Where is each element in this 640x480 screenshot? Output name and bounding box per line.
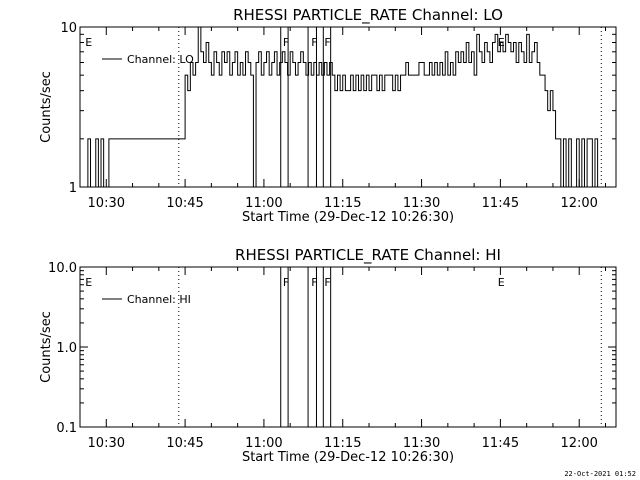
y-tick-label: 1 [69, 181, 77, 196]
x-tick-label: 11:45 [482, 196, 519, 211]
x-tick-label: 11:30 [403, 436, 440, 451]
x-axis-label: Start Time (29-Dec-12 10:26:30) [242, 210, 454, 225]
x-tick-label: 12:00 [560, 196, 597, 211]
plot-frame [79, 266, 617, 428]
marker-label: E [85, 36, 92, 49]
y-tick-label: 10 [60, 21, 77, 36]
legend: Channel: HI [102, 293, 191, 306]
marker-label: F [324, 276, 330, 289]
y-tick-label: 0.1 [56, 421, 77, 436]
marker-label: F [311, 36, 317, 49]
x-tick-label: 11:30 [403, 196, 440, 211]
x-tick-label: 11:15 [324, 436, 361, 451]
marker-label: F [311, 276, 317, 289]
y-axis-label: Counts/sec [39, 71, 54, 143]
chart-title: RHESSI PARTICLE_RATE Channel: HI [235, 246, 501, 265]
x-tick-label: 10:30 [88, 436, 125, 451]
plot-timestamp: 22-Oct-2021 01:52 [564, 470, 636, 478]
legend-entry: Channel: HI [127, 293, 191, 306]
marker-label: E [498, 276, 505, 289]
series-line [85, 26, 603, 188]
chart-panel-2: RHESSI PARTICLE_RATE Channel: HI 10:30 10:… [39, 246, 617, 465]
x-tick-label: 12:00 [560, 436, 597, 451]
x-tick-label: 11:00 [245, 196, 282, 211]
marker-label: F [324, 36, 330, 49]
chart-title: RHESSI PARTICLE_RATE Channel: LO [233, 6, 503, 25]
legend-entry: Channel: LO [127, 53, 194, 66]
marker-label: E [85, 276, 92, 289]
y-tick-label: 1.0 [56, 341, 77, 356]
legend: Channel: LO [102, 53, 194, 66]
y-tick-label: 10.0 [48, 261, 77, 276]
marker-label: F [283, 276, 289, 289]
x-tick-label: 11:15 [324, 196, 361, 211]
x-tick-label: 10:45 [166, 436, 203, 451]
y-axis-label: Counts/sec [39, 311, 54, 383]
x-tick-label: 10:30 [88, 196, 125, 211]
x-axis-label: Start Time (29-Dec-12 10:26:30) [242, 450, 454, 465]
x-tick-label: 11:45 [482, 436, 519, 451]
x-tick-label: 11:00 [245, 436, 282, 451]
plot-frame [79, 26, 617, 188]
marker-label: F [283, 36, 289, 49]
x-tick-label: 10:45 [166, 196, 203, 211]
chart-panel-1: RHESSI PARTICLE_RATE Channel: LO 10:30 10:… [39, 6, 617, 225]
